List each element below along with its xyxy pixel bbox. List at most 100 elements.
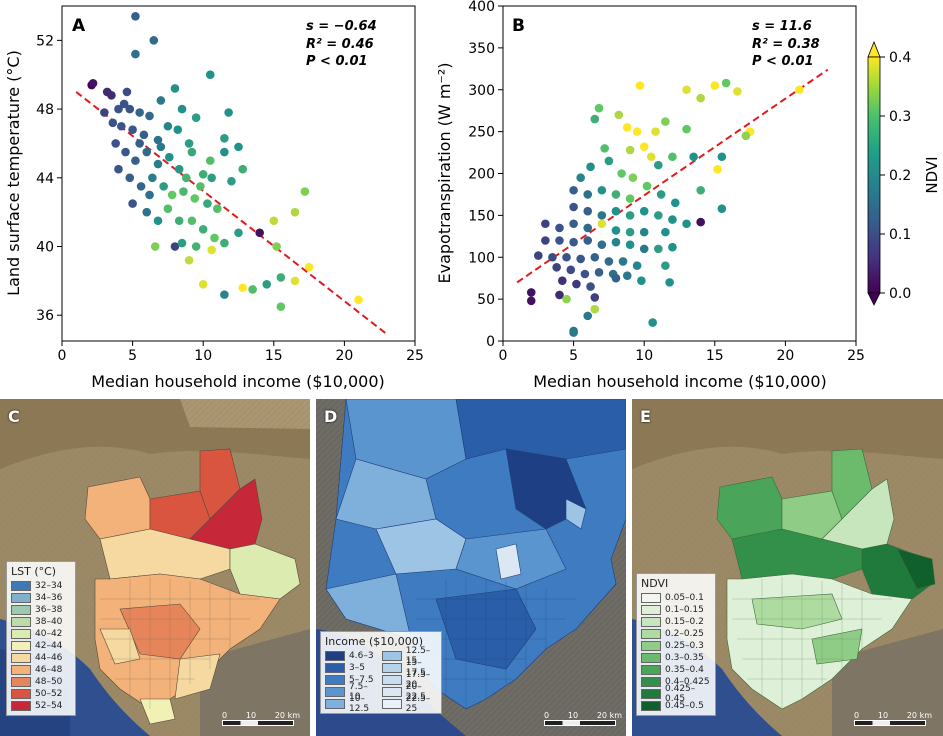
ndvi-legend-label: 0.05–0.1 [665, 593, 704, 603]
scalebar-label-10: 10 [877, 711, 889, 720]
data-point [170, 242, 180, 251]
income-legend-label: 12.5–15 [405, 646, 431, 666]
data-point [625, 240, 635, 249]
data-point [276, 273, 286, 282]
ndvi-legend-item: 0.05–0.1 [641, 592, 711, 604]
data-point [583, 206, 593, 216]
data-point [190, 194, 200, 203]
income-legend-swatch [325, 663, 345, 673]
data-point [125, 173, 135, 183]
ndvi-legend-items: 0.05–0.1 0.1–0.15 0.15–0.2 0.2–0.25 0.25–0.3… [641, 592, 711, 712]
ndvi-legend-swatch [641, 701, 661, 711]
data-point [654, 160, 663, 170]
data-point [248, 285, 257, 294]
ndvi-legend-label: 0.3–0.35 [665, 653, 704, 663]
data-point [576, 254, 585, 264]
lst-legend-label: 34–36 [35, 593, 63, 603]
y-tick-label: 36 [36, 308, 54, 324]
data-point [198, 170, 208, 179]
income-legend-swatch [325, 687, 345, 697]
map-panel-e: E NDVI 0.05–0.1 0.1–0.15 0.15–0.2 0.2–0.25 0… [632, 399, 943, 736]
data-point [642, 181, 652, 191]
income-legend: Income ($10,000) 4.6–3 12.5–15 3–5 15–17.5 5… [320, 631, 442, 714]
data-point [142, 207, 152, 217]
data-point [203, 199, 212, 208]
x-tick-label: 10 [635, 348, 653, 364]
data-point [167, 190, 177, 200]
lst-legend-label: 32–34 [35, 581, 63, 591]
data-point [119, 99, 129, 109]
data-point [637, 276, 646, 286]
data-point [128, 125, 137, 134]
data-point [670, 198, 680, 208]
map-d-scalebar: 0 10 20 km [544, 711, 622, 726]
data-point [597, 185, 607, 195]
data-point [586, 282, 595, 291]
scalebar-label-20: 20 km [596, 711, 622, 720]
data-point [733, 87, 742, 96]
data-point [741, 131, 751, 141]
panel-a-stat-s: s = −0.64 [306, 19, 377, 34]
map-c-tracts [84, 448, 301, 725]
data-point [114, 164, 123, 174]
data-point [210, 233, 219, 243]
data-point [580, 269, 590, 279]
data-point [102, 87, 112, 97]
lst-legend-label: 38–40 [35, 617, 63, 627]
data-point [689, 152, 698, 162]
y-tick-label: 40 [36, 240, 54, 256]
lst-legend-swatch [11, 677, 31, 687]
data-point [159, 182, 168, 191]
data-point [205, 156, 215, 165]
data-point [526, 288, 536, 297]
data-point [174, 216, 184, 226]
map-c-letter: C [8, 407, 20, 426]
lst-legend-item: 46–48 [11, 664, 71, 676]
data-point [117, 121, 126, 131]
y-tick-label: 100 [468, 250, 495, 266]
data-point [122, 87, 132, 97]
data-point [717, 152, 727, 162]
data-point [148, 173, 157, 183]
income-legend-title: Income ($10,000) [325, 635, 424, 648]
ndvi-legend-swatch [641, 605, 661, 615]
data-point [207, 245, 216, 255]
data-point [163, 121, 173, 131]
ndvi-legend-title: NDVI [641, 577, 669, 590]
data-point [583, 236, 593, 245]
data-point [569, 202, 578, 212]
data-point [639, 142, 649, 151]
map-e-scalebar: 0 10 20 km [854, 711, 932, 726]
colorbar-tick-label: 0.2 [889, 168, 911, 184]
income-legend-label: 5–7.5 [349, 675, 374, 685]
data-point [272, 242, 281, 251]
lst-legend-item: 32–34 [11, 580, 71, 592]
income-legend-item: 15–17.5 [381, 658, 437, 678]
ndvi-legend-item: 0.425–0.45 [641, 684, 711, 704]
lst-legend-label: 42–44 [35, 641, 63, 651]
data-point [586, 162, 595, 172]
colorbar-top-arrow [867, 40, 881, 58]
data-point [625, 194, 635, 203]
colorbar-label: NDVI [923, 156, 941, 193]
data-point [594, 268, 604, 277]
data-point [696, 93, 705, 103]
ndvi-legend-item: 0.4–0.425 [641, 676, 711, 688]
panel-b-stat-p: P < 0.01 [752, 54, 814, 69]
x-tick-label: 0 [499, 348, 508, 364]
data-point [713, 165, 722, 174]
lst-legend-swatch [11, 581, 31, 591]
data-point [88, 79, 98, 88]
data-point [181, 173, 191, 183]
lst-legend-label: 52–54 [35, 701, 63, 711]
y-tick-label: 44 [36, 171, 54, 187]
y-tick-label: 0 [486, 334, 495, 350]
data-point [177, 238, 187, 248]
panel-b-trendline [516, 68, 829, 284]
data-point [220, 238, 229, 248]
ndvi-legend-swatch [641, 665, 661, 675]
data-point [150, 242, 160, 251]
income-legend-label: 10–12.5 [349, 694, 370, 714]
data-point [661, 261, 670, 270]
